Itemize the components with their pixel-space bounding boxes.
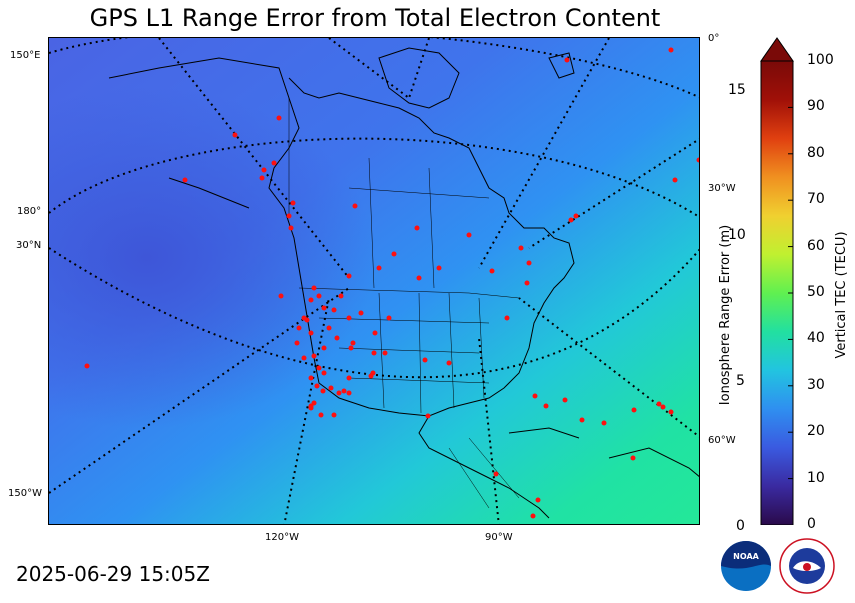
noaa-logo: NOAA (720, 540, 772, 596)
tec-tick-label: 10 (807, 469, 825, 486)
coastlines (108, 47, 699, 519)
tec-tick-label: 0 (807, 516, 816, 532)
lon-label: 90°W (485, 532, 513, 543)
tec-tick-label: 40 (807, 330, 825, 347)
tec-tick-label: 50 (807, 284, 825, 300)
lon-label: 30°W (708, 183, 736, 194)
lon-label: 120°W (265, 532, 299, 543)
lon-label: 0° (708, 33, 720, 44)
tec-tick-label: 100 (807, 52, 834, 68)
colorbar (760, 37, 794, 526)
timestamp: 2025-06-29 15:05Z (16, 562, 210, 586)
lat-lon-label: 30°N (16, 240, 42, 251)
tec-tick-label: 70 (807, 191, 825, 208)
colorbar-gradient (760, 60, 794, 526)
lat-lon-label: 150°E (10, 50, 41, 61)
lon-label: 60°W (708, 435, 736, 446)
tec-map (48, 37, 700, 525)
tec-tick-label: 20 (807, 423, 825, 440)
graticule (49, 38, 699, 524)
range-tick: 5 (736, 373, 745, 389)
lat-lon-label: 180° (17, 206, 42, 217)
range-tick: 0 (736, 518, 745, 534)
range-tick: 10 (728, 227, 746, 243)
range-tick: 15 (728, 82, 746, 98)
tec-axis-title: Vertical TEC (TECU) (834, 231, 849, 359)
station-markers (84, 47, 699, 519)
svg-text:NOAA: NOAA (733, 552, 759, 561)
colorbar-extend-arrow (760, 37, 794, 62)
tec-tick-label: 90 (807, 98, 825, 115)
nws-logo (779, 538, 835, 598)
tec-tick-label: 60 (807, 237, 825, 254)
tec-tick-label: 80 (807, 144, 825, 161)
lat-lon-label: 150°W (8, 488, 42, 499)
political-borders (288, 98, 520, 509)
range-axis-title: Ionosphere Range Error (m) (718, 224, 733, 406)
tec-tick-label: 30 (807, 376, 825, 393)
chart-title: GPS L1 Range Error from Total Electron C… (89, 4, 661, 32)
